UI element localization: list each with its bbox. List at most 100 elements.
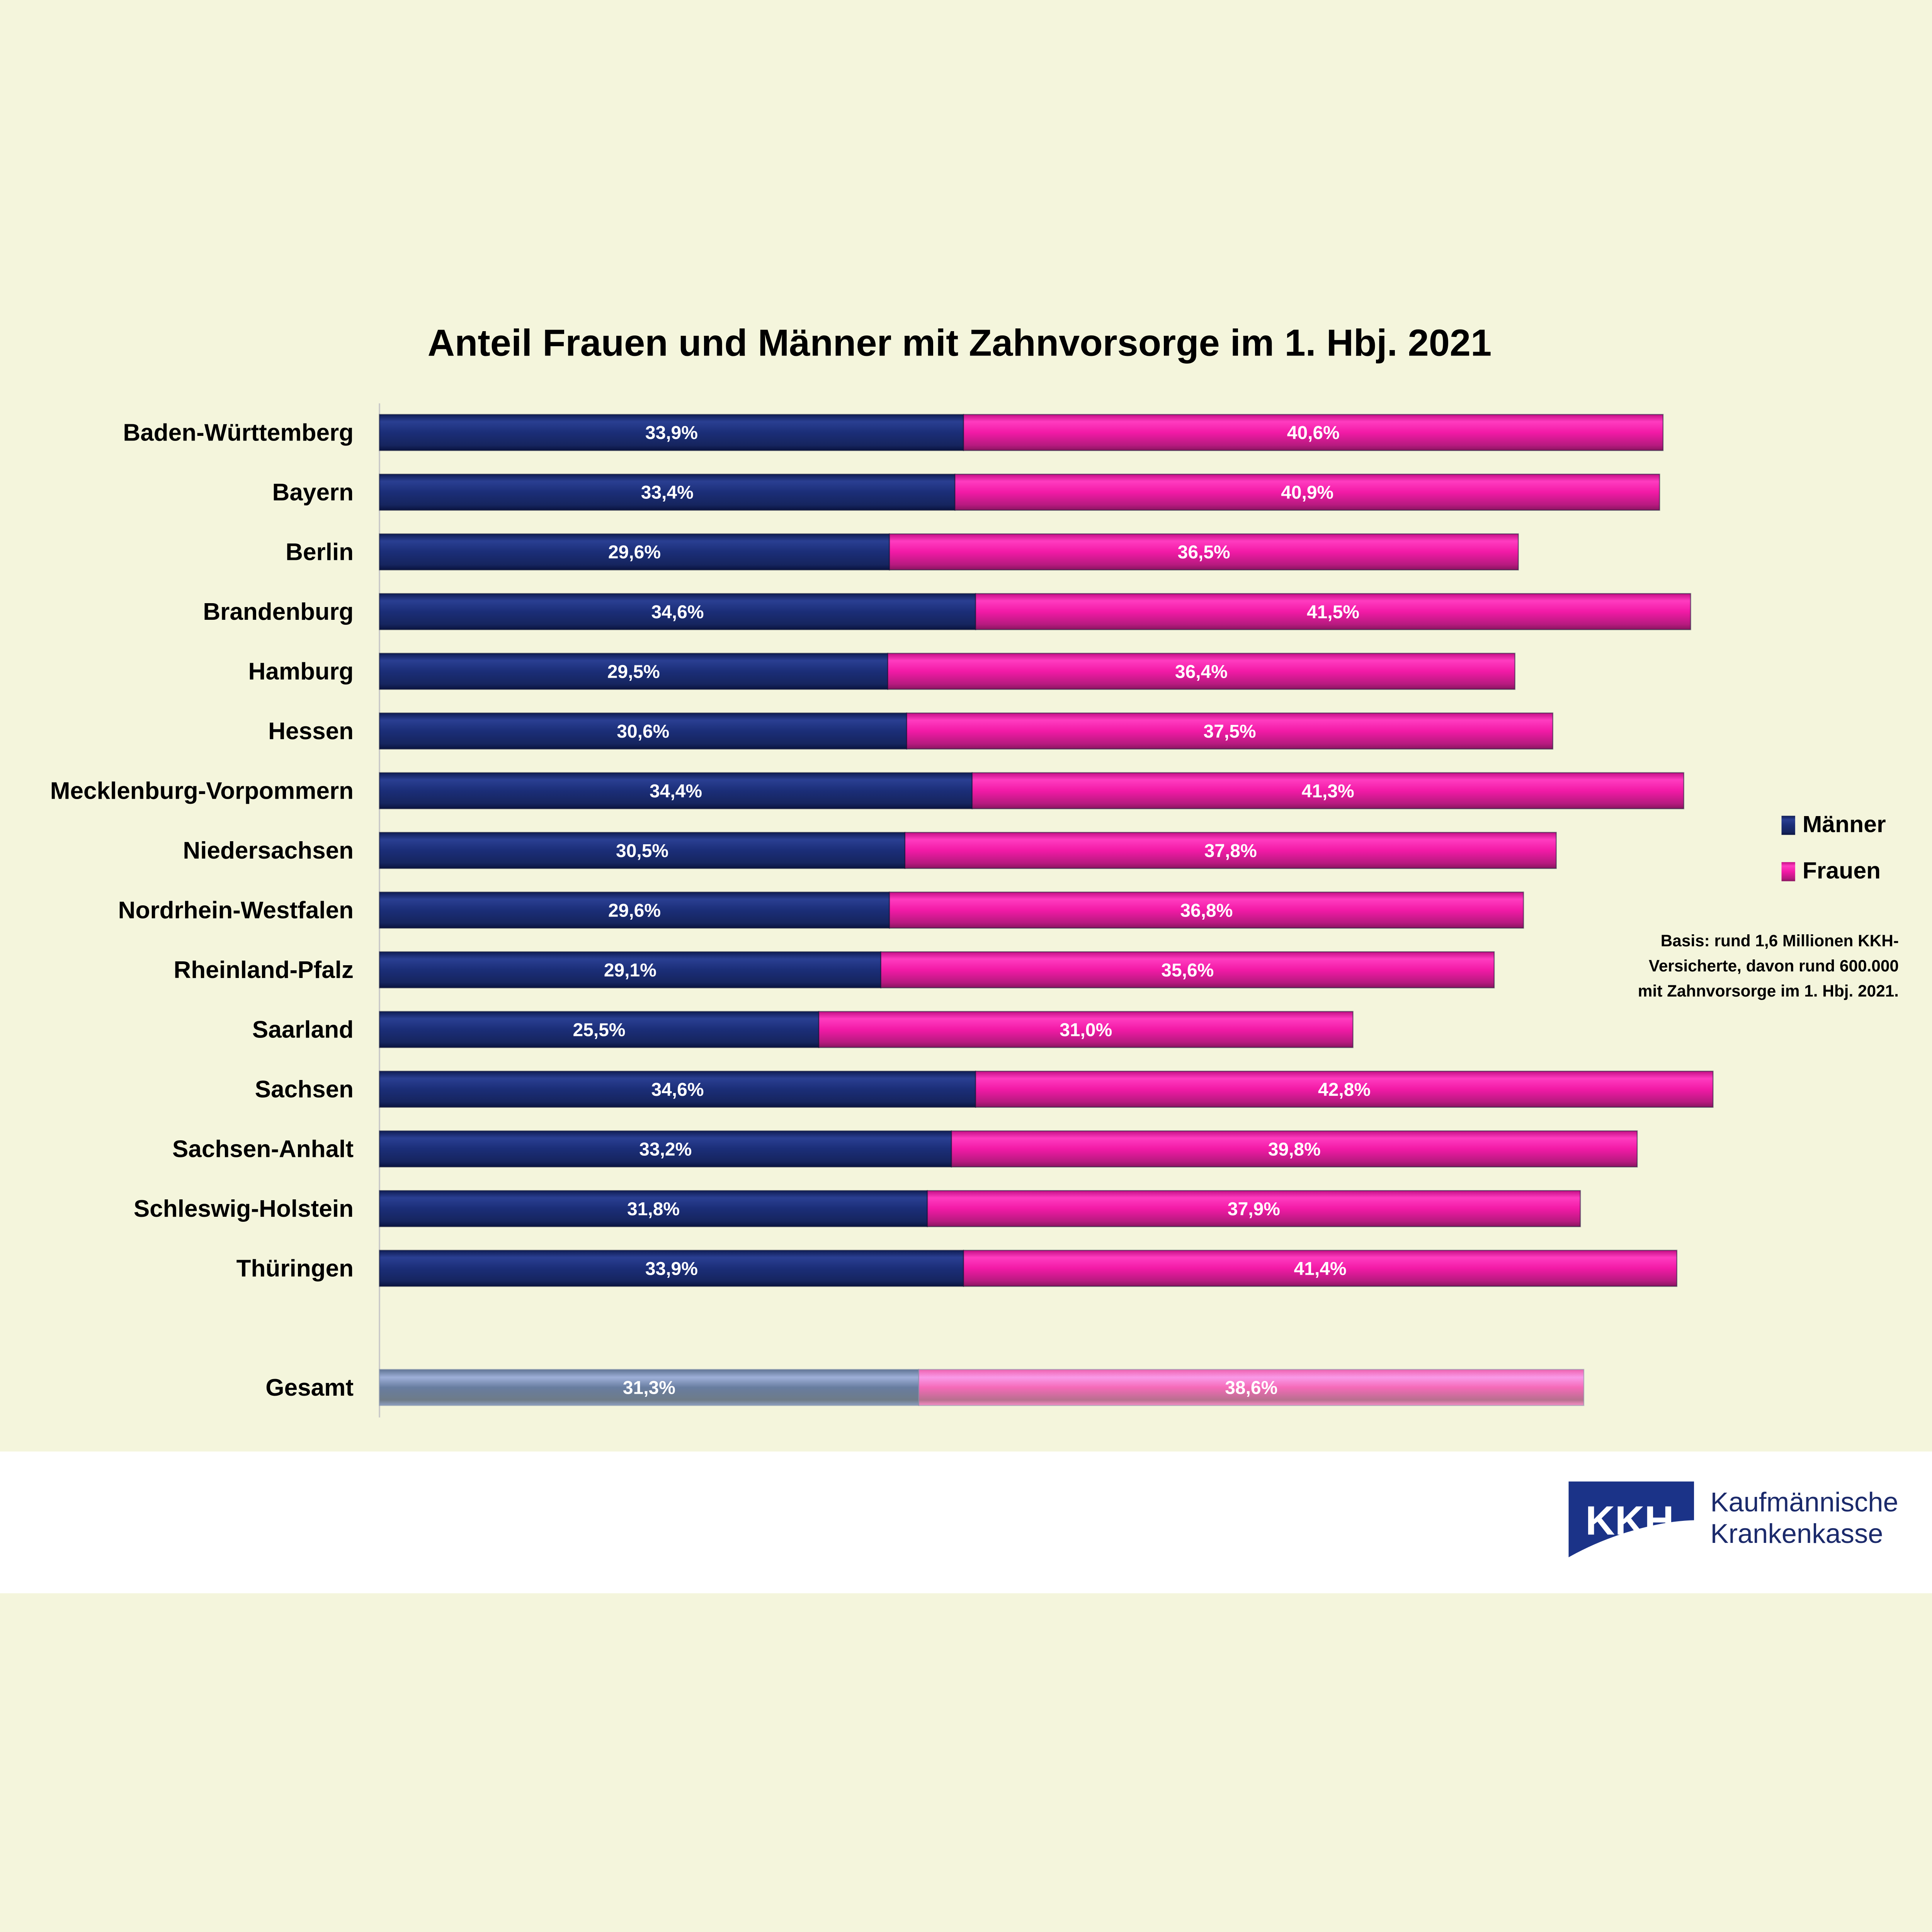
data-label-frauen: 42,8%	[1318, 1080, 1371, 1100]
data-label-maenner: 34,6%	[651, 1080, 704, 1100]
data-label-frauen: 35,6%	[1161, 960, 1214, 981]
legend-item-maenner: Männer	[1781, 811, 1886, 837]
bar-frauen	[963, 414, 1664, 451]
bar-row-berlin: Berlin 29,6% 36,5%	[286, 533, 1519, 571]
category-label: Saarland	[252, 1017, 354, 1043]
bar-row-mecklenburg-vorpommern: Mecklenburg-Vorpommern 34,4% 41,3%	[50, 772, 1684, 810]
category-label: Bayern	[272, 479, 354, 506]
logo-mark	[1568, 1481, 1694, 1558]
bar-maenner	[379, 533, 890, 571]
legend-label-frauen: Frauen	[1803, 857, 1881, 884]
legend-label-maenner: Männer	[1803, 811, 1886, 837]
data-label-maenner: 33,2%	[639, 1139, 692, 1160]
data-label-frauen: 40,9%	[1281, 483, 1333, 503]
bar-row-bayern: Bayern 33,4% 40,9%	[272, 473, 1660, 511]
bar-frauen	[880, 951, 1495, 988]
bar-maenner	[379, 473, 956, 511]
bar-frauen	[927, 1190, 1581, 1227]
bar-frauen	[951, 1130, 1638, 1168]
data-label-frauen: 36,8%	[1180, 900, 1233, 921]
bar-row-gesamt: Gesamt 31,3% 38,6%	[265, 1369, 1585, 1406]
bar-frauen	[975, 593, 1691, 630]
bar-row-saarland: Saarland 25,5% 31,0%	[252, 1011, 1354, 1048]
bar-row-brandenburg: Brandenburg 34,6% 41,5%	[203, 593, 1691, 630]
data-label-maenner: 33,9%	[645, 1259, 698, 1279]
chart-title: Anteil Frauen und Männer mit Zahnvorsorg…	[428, 321, 1492, 364]
bar-row-hamburg: Hamburg 29,5% 36,4%	[248, 653, 1515, 690]
kkh-logo: KKH Kaufmännische Krankenkasse	[1568, 1481, 1898, 1558]
data-label-frauen: 41,3%	[1302, 781, 1354, 801]
bar-row-nordrhein-westfalen: Nordrhein-Westfalen 29,6% 36,8%	[118, 891, 1524, 929]
category-label: Gesamt	[265, 1374, 354, 1401]
legend-swatch-frauen	[1781, 862, 1795, 881]
bar-maenner	[379, 1190, 928, 1227]
category-label: Baden-Württemberg	[123, 419, 354, 446]
bar-frauen	[963, 1250, 1678, 1287]
bar-frauen	[954, 473, 1660, 511]
bar-maenner	[379, 1011, 820, 1048]
category-label: Rheinland-Pfalz	[173, 957, 354, 983]
bar-maenner	[379, 653, 888, 690]
data-label-maenner: 31,8%	[627, 1199, 680, 1219]
category-label: Sachsen	[255, 1076, 354, 1103]
bar-frauen	[975, 1070, 1714, 1108]
legend: Männer Frauen	[1781, 811, 1886, 884]
category-label: Schleswig-Holstein	[134, 1196, 354, 1222]
data-label-maenner: 34,6%	[651, 602, 704, 622]
data-label-frauen: 41,4%	[1294, 1259, 1347, 1279]
data-label-maenner: 33,9%	[645, 423, 698, 443]
bar-frauen	[918, 1369, 1585, 1406]
bars: Baden-Württemberg 33,9% 40,6% Bayern 33,4% 40…	[50, 414, 1714, 1406]
note-line-2: Versicherte, davon rund 600.000	[1649, 957, 1899, 975]
data-label-frauen: 39,8%	[1268, 1139, 1321, 1160]
data-label-maenner: 30,5%	[616, 841, 668, 861]
data-label-frauen: 36,4%	[1175, 662, 1228, 682]
bar-row-schleswig-holstein: Schleswig-Holstein 31,8% 37,9%	[134, 1190, 1581, 1227]
category-label: Sachsen-Anhalt	[172, 1136, 354, 1163]
data-label-maenner: 25,5%	[573, 1020, 626, 1040]
data-label-frauen: 37,8%	[1204, 841, 1257, 861]
category-label: Niedersachsen	[183, 837, 354, 864]
data-label-frauen: 41,5%	[1307, 602, 1359, 622]
legend-item-frauen: Frauen	[1781, 857, 1881, 884]
bar-frauen	[971, 772, 1684, 810]
bar-frauen	[818, 1011, 1354, 1048]
data-label-frauen: 31,0%	[1060, 1020, 1112, 1040]
bar-maenner	[379, 891, 890, 929]
logo-mark-text: KKH	[1585, 1498, 1674, 1544]
bar-maenner	[379, 772, 973, 810]
category-label: Hamburg	[248, 658, 354, 685]
data-label-maenner: 34,4%	[650, 781, 702, 801]
bottom-band	[0, 1593, 1932, 1649]
bar-row-sachsen: Sachsen 34,6% 42,8%	[255, 1070, 1714, 1108]
bar-maenner	[379, 593, 976, 630]
data-label-maenner: 33,4%	[641, 483, 694, 503]
data-label-maenner: 29,5%	[607, 662, 660, 682]
data-label-frauen: 38,6%	[1225, 1378, 1277, 1398]
bar-row-rheinland-pfalz: Rheinland-Pfalz 29,1% 35,6%	[173, 951, 1495, 988]
bar-frauen	[887, 653, 1515, 690]
basis-note: Basis: rund 1,6 Millionen KKH- Versicher…	[1638, 932, 1899, 1000]
category-label: Berlin	[286, 539, 354, 565]
bar-frauen	[904, 832, 1557, 869]
bar-maenner	[379, 712, 907, 750]
bar-row-thüringen: Thüringen 33,9% 41,4%	[236, 1250, 1678, 1287]
bar-frauen	[889, 533, 1519, 571]
bar-row-hessen: Hessen 30,6% 37,5%	[268, 712, 1553, 750]
data-label-maenner: 30,6%	[617, 721, 669, 742]
category-label: Thüringen	[236, 1255, 354, 1282]
data-label-frauen: 40,6%	[1287, 423, 1340, 443]
data-label-frauen: 37,9%	[1228, 1199, 1280, 1219]
logo-line-1: Kaufmännische	[1710, 1487, 1898, 1517]
bar-maenner	[379, 1070, 976, 1108]
bar-frauen	[906, 712, 1553, 750]
data-label-maenner: 29,1%	[604, 960, 656, 981]
category-label: Nordrhein-Westfalen	[118, 897, 354, 924]
note-line-1: Basis: rund 1,6 Millionen KKH-	[1661, 932, 1899, 950]
logo-line-2: Krankenkasse	[1710, 1518, 1883, 1549]
bar-row-baden-württemberg: Baden-Württemberg 33,9% 40,6%	[123, 414, 1664, 451]
data-label-frauen: 37,5%	[1204, 721, 1256, 742]
bar-row-sachsen-anhalt: Sachsen-Anhalt 33,2% 39,8%	[172, 1130, 1638, 1168]
bar-maenner	[379, 1250, 964, 1287]
